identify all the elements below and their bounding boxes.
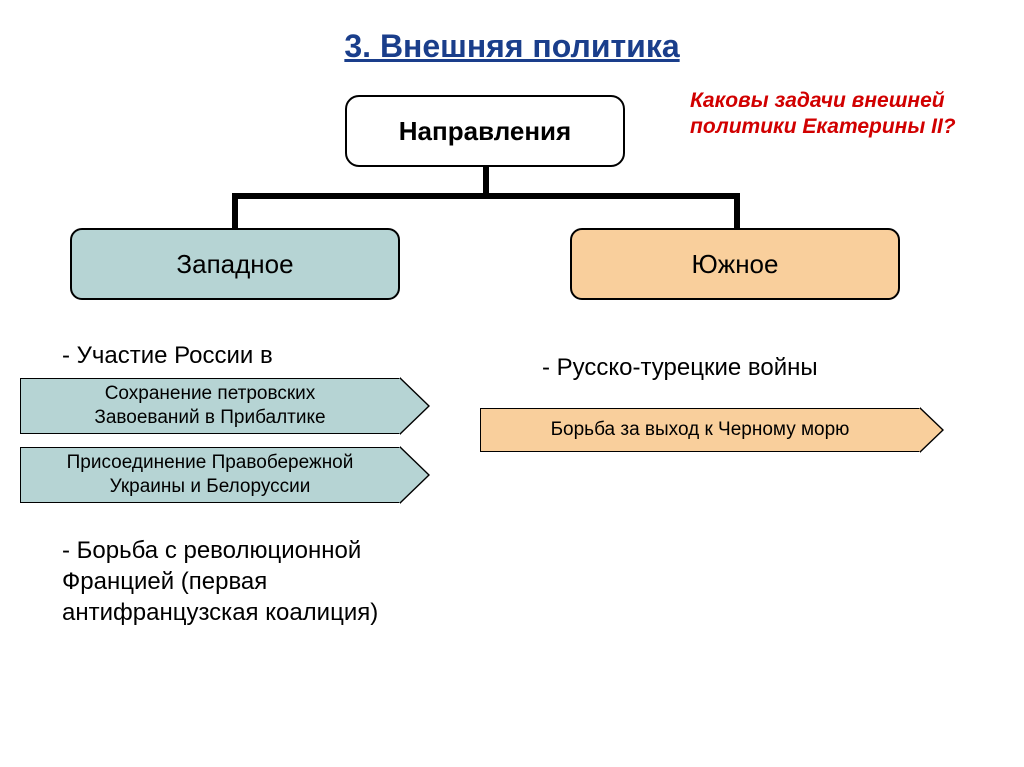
connector-left-drop: [232, 193, 238, 231]
bullet-west: - Борьба с революционной Францией (перва…: [62, 535, 422, 629]
bullet-west: - Участие России в: [62, 340, 273, 371]
root-node-label: Направления: [399, 116, 571, 147]
slide-title: 3. Внешняя политика: [0, 0, 1024, 65]
arrow-west: Присоединение Правобережной Украины и Бе…: [20, 447, 400, 503]
branch-node-west: Западное: [70, 228, 400, 300]
branch-node-south: Южное: [570, 228, 900, 300]
connector-right-drop: [734, 193, 740, 231]
arrow-label: Присоединение Правобережной Украины и Бе…: [67, 451, 354, 499]
arrow-south: Борьба за выход к Черному морю: [480, 408, 920, 452]
root-node-directions: Направления: [345, 95, 625, 167]
guiding-question: Каковы задачи внешней политики Екатерины…: [690, 88, 1000, 141]
connector-root-stem: [483, 167, 489, 195]
arrow-label: Борьба за выход к Черному морю: [551, 418, 850, 442]
connector-horizontal: [232, 193, 740, 199]
arrow-west: Сохранение петровских Завоеваний в Приба…: [20, 378, 400, 434]
branch-label: Южное: [692, 249, 779, 280]
bullet-south: - Русско-турецкие войны: [542, 352, 818, 383]
arrow-label: Сохранение петровских Завоеваний в Приба…: [94, 382, 325, 430]
branch-label: Западное: [176, 249, 293, 280]
